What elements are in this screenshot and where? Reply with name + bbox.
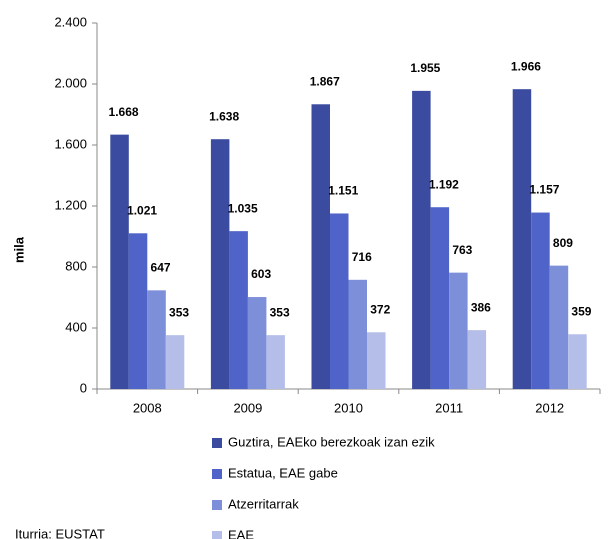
value-label: 353 [169,305,189,319]
bar [367,332,386,389]
value-label: 647 [151,261,171,275]
bar [247,297,267,389]
bar [568,334,587,389]
y-tick-label: 2.400 [54,14,87,29]
legend-label: Guztira, EAEko berezkoak izan ezik [228,434,435,449]
value-label: 1.966 [511,59,541,73]
legend-label: EAE [228,527,254,539]
source: Iturria: EUSTAT [15,526,105,539]
y-tick-label: 400 [65,319,87,334]
value-label: 1.955 [410,61,440,75]
y-tick-label: 1.600 [54,136,87,151]
value-label: 1.035 [228,201,258,215]
bar [531,212,550,389]
bar [512,89,532,389]
y-tick-label: 2.000 [54,75,87,90]
bar [210,139,230,389]
y-tick-label: 1.200 [54,197,87,212]
value-label: 716 [352,250,372,264]
bar [467,330,487,389]
value-label: 1.021 [127,203,157,217]
legend-swatch [212,438,222,448]
value-label: 1.151 [328,184,358,198]
value-label: 1.638 [209,109,239,123]
y-tick-label: 800 [65,258,87,273]
bar [549,265,569,389]
x-tick-label: 2011 [435,400,463,415]
legend-label: Atzerritarrak [228,496,299,511]
bar [412,90,431,390]
bar [330,213,349,389]
value-label: 372 [370,302,390,316]
value-label: 353 [270,305,290,319]
value-label: 763 [452,243,472,257]
legend-swatch [212,500,222,510]
legend-swatch [212,531,222,539]
value-label: 1.668 [109,105,139,119]
bar [449,272,468,389]
legend-label: Estatua, EAE gabe [228,465,338,480]
bar [110,134,129,389]
legend-swatch [212,469,222,479]
value-label: 809 [553,236,573,250]
x-tick-label: 2010 [334,400,363,415]
bar [165,335,185,389]
value-label: 1.192 [429,177,459,191]
bar [430,207,450,389]
x-tick-label: 2008 [133,400,162,415]
y-tick-label: 0 [80,380,87,395]
x-tick-label: 2009 [233,400,262,415]
value-label: 603 [251,267,271,281]
value-label: 1.157 [529,183,559,197]
y-axis-label: mila [11,236,26,263]
bar [147,290,166,389]
bar [128,233,148,389]
value-label: 1.867 [310,74,340,88]
bar [266,335,285,389]
value-label: 386 [471,300,491,314]
bar [348,279,367,389]
bar [229,231,248,389]
value-label: 359 [571,304,591,318]
bar [311,104,330,389]
x-tick-label: 2012 [535,400,564,415]
